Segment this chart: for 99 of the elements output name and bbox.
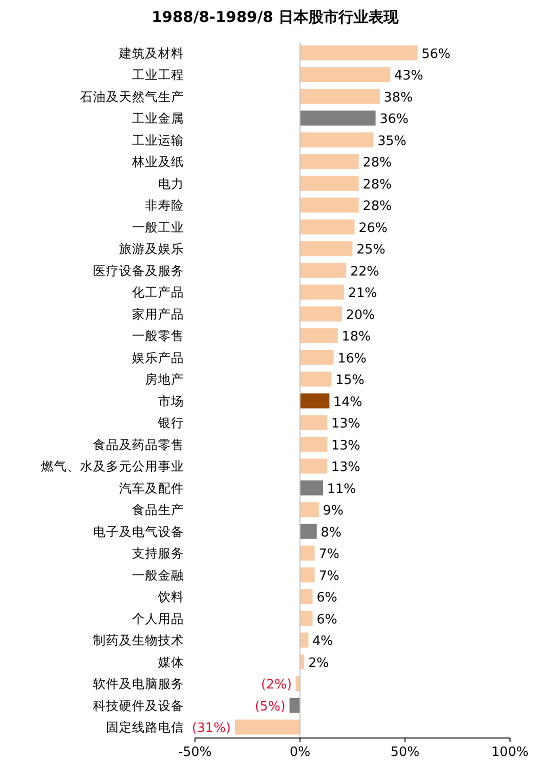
y-tick-label: 固定线路电信 — [106, 720, 184, 735]
x-tick-label: 100% — [491, 745, 529, 760]
y-tick-label: 化工产品 — [132, 284, 184, 300]
data-label: (31%) — [192, 721, 231, 736]
bar — [234, 720, 300, 735]
bar — [300, 393, 330, 408]
data-label: 14% — [333, 394, 362, 410]
y-tick-label: 饮料 — [157, 589, 184, 604]
data-label: 28% — [362, 199, 392, 214]
data-label: 28% — [362, 177, 392, 192]
bar — [300, 610, 313, 626]
bar — [300, 88, 380, 104]
data-label: 15% — [336, 373, 364, 388]
bar — [300, 132, 374, 148]
y-tick-label: 一般工业 — [132, 219, 184, 234]
y-tick-label: 房地产 — [145, 372, 184, 387]
bar — [300, 480, 324, 496]
bar — [300, 284, 344, 300]
data-label: 11% — [327, 482, 356, 497]
bar — [300, 632, 308, 648]
y-tick-label: 林业及纸 — [131, 154, 184, 170]
y-tick-label: 电力 — [158, 176, 184, 191]
bar — [300, 436, 328, 452]
y-tick-label: 一般零售 — [132, 328, 184, 344]
y-tick-label: 汽车及配件 — [119, 480, 184, 496]
bar — [300, 546, 315, 561]
data-label: 21% — [348, 286, 378, 302]
data-label: 13% — [331, 460, 360, 476]
data-label: 35% — [378, 134, 406, 149]
y-tick-label: 市场 — [158, 393, 184, 408]
data-label: 38% — [384, 90, 413, 106]
bar — [300, 524, 317, 539]
y-tick-label: 旅游及娱乐 — [119, 241, 184, 256]
y-tick-label: 非寿险 — [145, 198, 184, 213]
data-label: 9% — [322, 504, 344, 519]
data-label: 13% — [331, 438, 360, 454]
chart-title: 1988/8-1989/8 日本股市行业表现 — [152, 8, 400, 26]
bar — [300, 458, 328, 474]
y-tick-label: 医疗设备及服务 — [93, 262, 184, 278]
y-tick-label: 媒体 — [158, 654, 184, 670]
bar — [300, 154, 359, 170]
x-tick-label: -50% — [178, 745, 212, 760]
bar — [300, 198, 359, 213]
data-label: 6% — [316, 590, 338, 606]
data-label: 2% — [308, 656, 329, 671]
data-label: 56% — [422, 46, 451, 62]
bar — [300, 67, 390, 82]
y-tick-label: 燃气、水及多元公用事业 — [41, 458, 184, 474]
y-tick-label: 一般金融 — [132, 567, 184, 582]
data-label: 43% — [394, 68, 424, 84]
data-label: (5%) — [254, 699, 286, 714]
data-label: 18% — [342, 330, 371, 345]
data-label: (2%) — [261, 678, 292, 693]
bar — [300, 567, 315, 582]
y-tick-label: 软件及电脑服务 — [93, 676, 184, 692]
y-tick-label: 娱乐产品 — [132, 350, 184, 365]
y-tick-label: 支持服务 — [132, 546, 184, 561]
y-tick-label: 制药及生物技术 — [93, 632, 184, 648]
data-label: 16% — [338, 351, 367, 366]
x-tick-label: 0% — [290, 745, 310, 760]
y-tick-label: 银行 — [157, 415, 184, 430]
data-label: 36% — [380, 112, 409, 128]
data-label: 7% — [318, 568, 340, 584]
data-label: 20% — [346, 308, 375, 323]
bar — [300, 45, 418, 60]
data-label: 22% — [350, 264, 380, 280]
y-tick-label: 工业金属 — [132, 110, 184, 126]
x-tick-label: 50% — [390, 745, 420, 760]
y-tick-label: 建筑及材料 — [118, 45, 184, 60]
y-tick-label: 电子及电气设备 — [93, 524, 184, 539]
y-tick-label: 食品生产 — [132, 502, 184, 518]
bar — [300, 219, 355, 234]
bar — [300, 262, 346, 278]
bar — [300, 110, 376, 126]
y-tick-label: 家用产品 — [132, 306, 184, 322]
bar — [300, 328, 338, 344]
y-tick-label: 工业工程 — [132, 67, 184, 82]
bar — [300, 415, 328, 430]
data-label: 13% — [331, 416, 360, 432]
data-label: 26% — [358, 220, 388, 236]
bar — [300, 176, 359, 191]
data-label: 4% — [312, 634, 334, 650]
y-tick-label: 石油及天然气生产 — [80, 88, 184, 104]
y-tick-label: 工业运输 — [132, 132, 184, 148]
data-label: 7% — [318, 547, 340, 562]
data-label: 28% — [362, 156, 392, 171]
data-label: 6% — [316, 612, 338, 628]
bar — [300, 241, 352, 256]
data-label: 25% — [356, 242, 386, 258]
bar — [300, 306, 342, 322]
y-tick-label: 科技硬件及设备 — [93, 698, 184, 713]
bar — [300, 350, 334, 365]
bar — [300, 372, 332, 387]
data-label: 8% — [320, 525, 342, 540]
y-tick-label: 个人用品 — [132, 610, 184, 626]
bar — [300, 502, 319, 518]
bar — [290, 698, 300, 713]
y-tick-label: 食品及药品零售 — [93, 436, 184, 452]
bar — [300, 589, 313, 604]
